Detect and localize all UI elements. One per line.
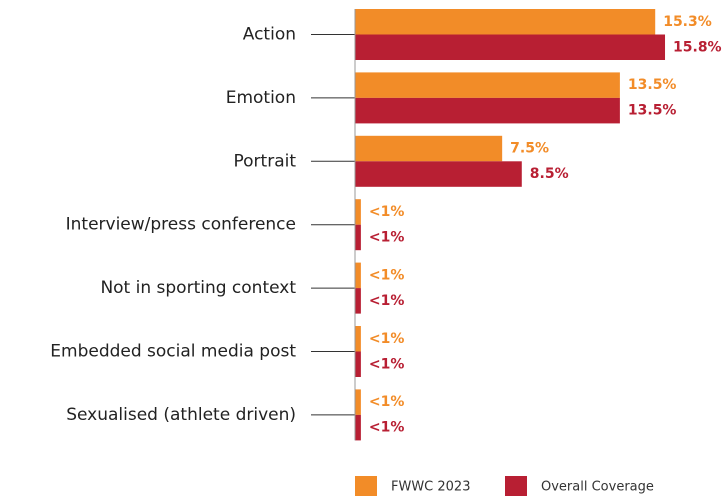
bar xyxy=(355,199,361,225)
value-label: <1% xyxy=(369,331,405,347)
bar xyxy=(355,389,361,415)
legend-swatch xyxy=(355,476,377,496)
bar xyxy=(355,9,656,35)
value-label: 13.5% xyxy=(628,103,677,119)
value-label: <1% xyxy=(369,229,405,245)
value-label: <1% xyxy=(369,293,405,309)
bar xyxy=(355,34,666,60)
bar xyxy=(355,288,361,314)
legend-swatch xyxy=(505,476,527,496)
bar xyxy=(355,351,361,377)
bar xyxy=(355,97,620,124)
value-label: <1% xyxy=(369,267,405,283)
bar xyxy=(355,72,620,98)
value-label: <1% xyxy=(369,204,405,220)
value-label: 15.8% xyxy=(673,39,722,55)
legend-label: FWWC 2023 xyxy=(391,480,470,495)
category-label: Action xyxy=(243,25,296,45)
category-label: Emotion xyxy=(226,88,296,108)
value-label: <1% xyxy=(369,356,405,372)
bar xyxy=(355,262,361,289)
value-label: 8.5% xyxy=(530,166,569,182)
value-label: 7.5% xyxy=(510,141,549,157)
value-label: <1% xyxy=(369,394,405,410)
category-label: Sexualised (athlete driven) xyxy=(66,405,296,425)
value-label: 15.3% xyxy=(663,14,712,30)
value-label: <1% xyxy=(369,420,405,436)
category-label: Interview/press conference xyxy=(66,215,296,235)
bar xyxy=(355,326,361,352)
bar xyxy=(355,161,522,187)
bar xyxy=(355,414,361,441)
category-label: Embedded social media post xyxy=(50,342,296,362)
bar xyxy=(355,135,503,162)
legend-label: Overall Coverage xyxy=(541,480,654,495)
category-label: Portrait xyxy=(234,151,297,171)
bar xyxy=(355,224,361,251)
value-label: 13.5% xyxy=(628,77,677,93)
category-label: Not in sporting context xyxy=(100,278,296,298)
